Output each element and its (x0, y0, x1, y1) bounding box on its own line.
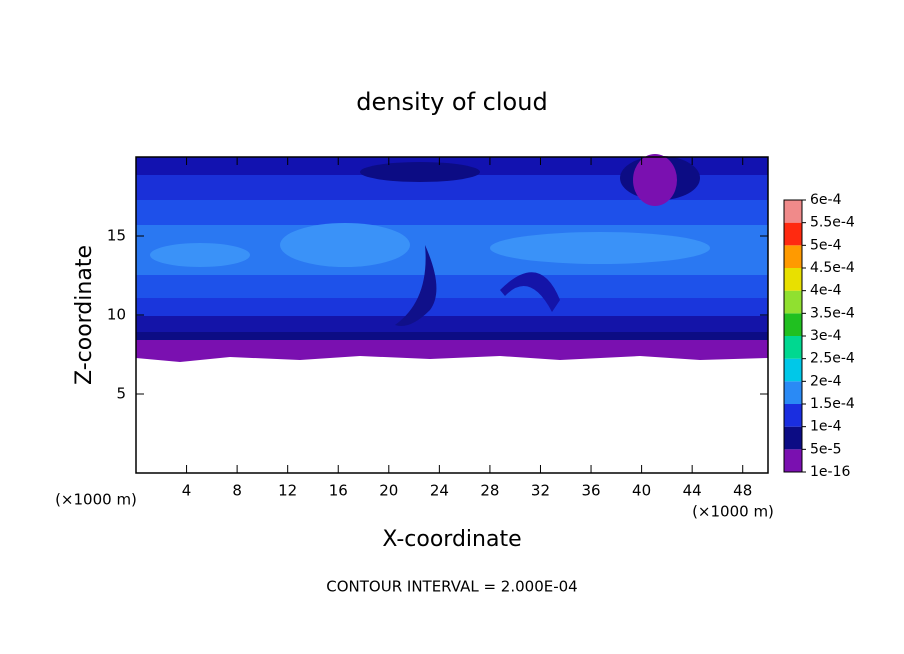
x-tick-label: 20 (379, 482, 398, 500)
field-blob (500, 272, 560, 312)
y-tick-label: 5 (116, 385, 126, 403)
colorbar-band (784, 336, 802, 359)
colorbar-band (784, 404, 802, 427)
colorbar-label: 4.5e-4 (810, 260, 855, 276)
x-tick-label: 16 (329, 482, 348, 500)
colorbar-band (784, 245, 802, 268)
colorbar-band (784, 449, 802, 472)
field-blob (360, 162, 480, 182)
colorbar-band (784, 222, 802, 246)
colorbar-band (784, 268, 802, 291)
colorbar-band (784, 426, 802, 450)
colorbar-label: 2.5e-4 (810, 351, 855, 367)
field-blob (150, 243, 250, 267)
field-band (136, 275, 768, 300)
colorbar-label: 1e-16 (810, 464, 850, 480)
annotation: CONTOUR INTERVAL = 2.000E-04 (326, 578, 577, 596)
x-tick-label: 8 (232, 482, 242, 500)
chart-title: density of cloud (356, 88, 547, 116)
field-band (136, 316, 768, 334)
x-tick-label: 44 (683, 482, 702, 500)
colorbar-label: 2e-4 (810, 373, 842, 389)
field-blob (395, 245, 437, 326)
x-tick-label: 32 (531, 482, 550, 500)
colorbar-label: 3.5e-4 (810, 305, 855, 321)
y-tick-label: 10 (107, 306, 126, 324)
colorbar-label: 1.5e-4 (810, 396, 855, 412)
colorbar-label: 4e-4 (810, 283, 842, 299)
colorbar-label: 1e-4 (810, 419, 842, 435)
colorbar-band (784, 381, 802, 404)
x-unit-label: (×1000 m) (692, 503, 774, 521)
x-tick-label: 12 (278, 482, 297, 500)
field-band (136, 298, 768, 318)
colorbar-band (784, 200, 802, 223)
colorbar-label: 6e-4 (810, 192, 842, 208)
colorbar-band (784, 313, 802, 336)
x-tick-label: 28 (480, 482, 499, 500)
field-blob (633, 154, 677, 206)
x-tick-label: 36 (581, 482, 600, 500)
y-unit-label: (×1000 m) (55, 491, 137, 509)
field-blob (280, 223, 410, 267)
colorbar-label: 5e-4 (810, 237, 842, 253)
colorbar-label: 5.5e-4 (810, 215, 855, 231)
x-tick-label: 4 (182, 482, 192, 500)
field-band (136, 332, 768, 342)
colorbar-band (784, 358, 802, 382)
field-blob (490, 232, 710, 264)
y-tick-label: 15 (107, 227, 126, 245)
colorbar-band (784, 290, 802, 314)
x-axis-label: X-coordinate (382, 527, 521, 552)
x-tick-label: 48 (733, 482, 752, 500)
field-band (136, 340, 768, 362)
colorbar-label: 5e-5 (810, 441, 841, 457)
x-tick-label: 40 (632, 482, 651, 500)
colorbar-label: 3e-4 (810, 328, 842, 344)
x-tick-label: 24 (430, 482, 449, 500)
y-axis-label: Z-coordinate (72, 245, 97, 385)
contour-field (136, 154, 768, 362)
